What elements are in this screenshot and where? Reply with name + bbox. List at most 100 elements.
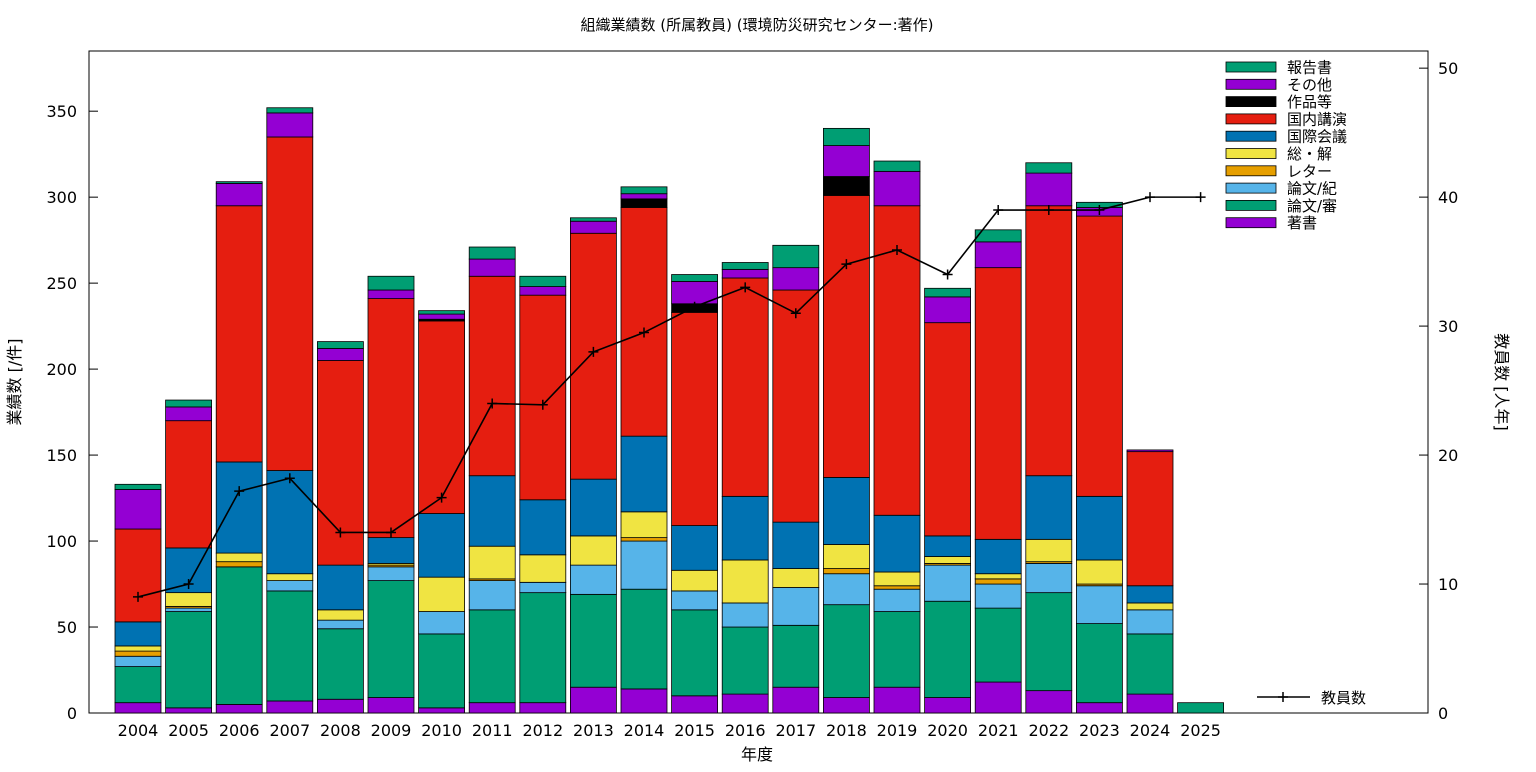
x-tick-label: 2012 [522,721,563,740]
bar-segment [570,686,617,714]
bar-segment [316,698,364,714]
bar-segment [1076,215,1123,497]
bar-segment [468,609,516,704]
bar-segment [772,521,820,569]
faculty-point [284,473,295,484]
bar-segment [316,341,364,349]
faculty-point [993,205,1004,216]
bar-segment [974,573,1022,580]
y2-tick-label: 30 [1438,317,1458,336]
faculty-point [841,259,852,270]
faculty-point [436,492,447,503]
bar-segment [570,478,617,537]
bar-segment [823,573,870,606]
bar-segment [266,112,314,138]
bar-segment [165,399,213,408]
bar-segment [468,258,516,277]
bar-segment [1126,451,1174,587]
legend-swatch [1225,165,1277,177]
faculty-line-path [137,196,1201,598]
bar-segment [468,275,516,477]
bar-segment [974,607,1022,683]
bar-segment [114,489,162,530]
bar-segment [974,241,1022,269]
bar-segment [1025,172,1073,207]
x-tick-label: 2010 [421,721,462,740]
legend-swatch [1225,78,1277,90]
legend-swatch [1225,113,1277,125]
x-tick-label: 2019 [877,721,918,740]
bar-segment [266,700,314,714]
bar-segment [418,611,466,635]
bar-segment [468,580,516,611]
bar-segment [468,545,516,580]
faculty-line [133,192,1206,602]
y-tick-label: 250 [46,274,77,293]
bar-segment [1076,559,1123,585]
bar-segment [620,207,668,437]
bar-segment [924,535,971,557]
legend-swatch [1225,217,1277,229]
y-tick-label: 50 [57,618,77,637]
bar-segment [772,686,820,714]
bar-segment [316,348,364,361]
bar-segment [924,564,971,602]
bar-segment [215,205,263,463]
bar-segment [114,650,162,657]
bar-segment [671,695,718,714]
bar-segment [519,554,567,583]
bar-segment [1025,205,1073,477]
bar-segment [215,561,263,568]
legend-label: 作品等 [1287,93,1332,111]
bar-segment [873,514,921,573]
bar-segment [519,702,567,714]
y2-tick-label: 10 [1438,575,1458,594]
y2-tick-label: 0 [1438,704,1448,723]
bar-segment [1076,702,1123,714]
chart-title: 組織業績数 (所属教員) (環境防災研究センター:著作) [580,16,933,34]
bar-segment [721,602,769,628]
bar-segment [266,107,314,114]
bar-segment [468,246,516,260]
x-tick-label: 2009 [371,721,412,740]
bar-segment [367,289,415,300]
x-tick-label: 2015 [674,721,715,740]
bar-segment [873,588,921,612]
bar-segment [570,593,617,688]
bar-segment [1025,563,1073,594]
legend-label: 国際会議 [1287,128,1347,146]
bar-segment [266,573,314,582]
bar-segment [316,564,364,611]
x-tick-label: 2020 [927,721,968,740]
bar-segment [367,537,415,564]
bar-segment [1126,602,1174,611]
bar-segment [519,581,567,594]
bar-segment [873,571,921,587]
bar-segment [114,645,162,652]
bar-segment [1126,609,1174,635]
bar-segment [418,313,466,320]
bar-segment [316,628,364,700]
legend-label: その他 [1287,76,1332,94]
bar-segment [215,182,263,207]
bar-segment [974,583,1022,609]
legend-label: 総・解 [1287,145,1332,163]
faculty-point [1094,205,1105,216]
legend-swatch [1225,130,1277,142]
bar-segment [519,294,567,501]
bar-segment [620,537,668,542]
legend-swatch [1225,96,1277,107]
legend-label: 国内講演 [1287,110,1347,128]
faculty-point [689,301,700,312]
bar-segment [1177,702,1224,714]
bar-segment [823,604,870,698]
bar-segment [266,590,314,702]
faculty-point [1195,192,1206,203]
bar-segment [721,626,769,695]
bar-segment [671,569,718,592]
bar-segment [519,286,567,296]
legend-swatch [1225,199,1277,211]
bar-segment [772,289,820,523]
bar-segment [367,566,415,582]
